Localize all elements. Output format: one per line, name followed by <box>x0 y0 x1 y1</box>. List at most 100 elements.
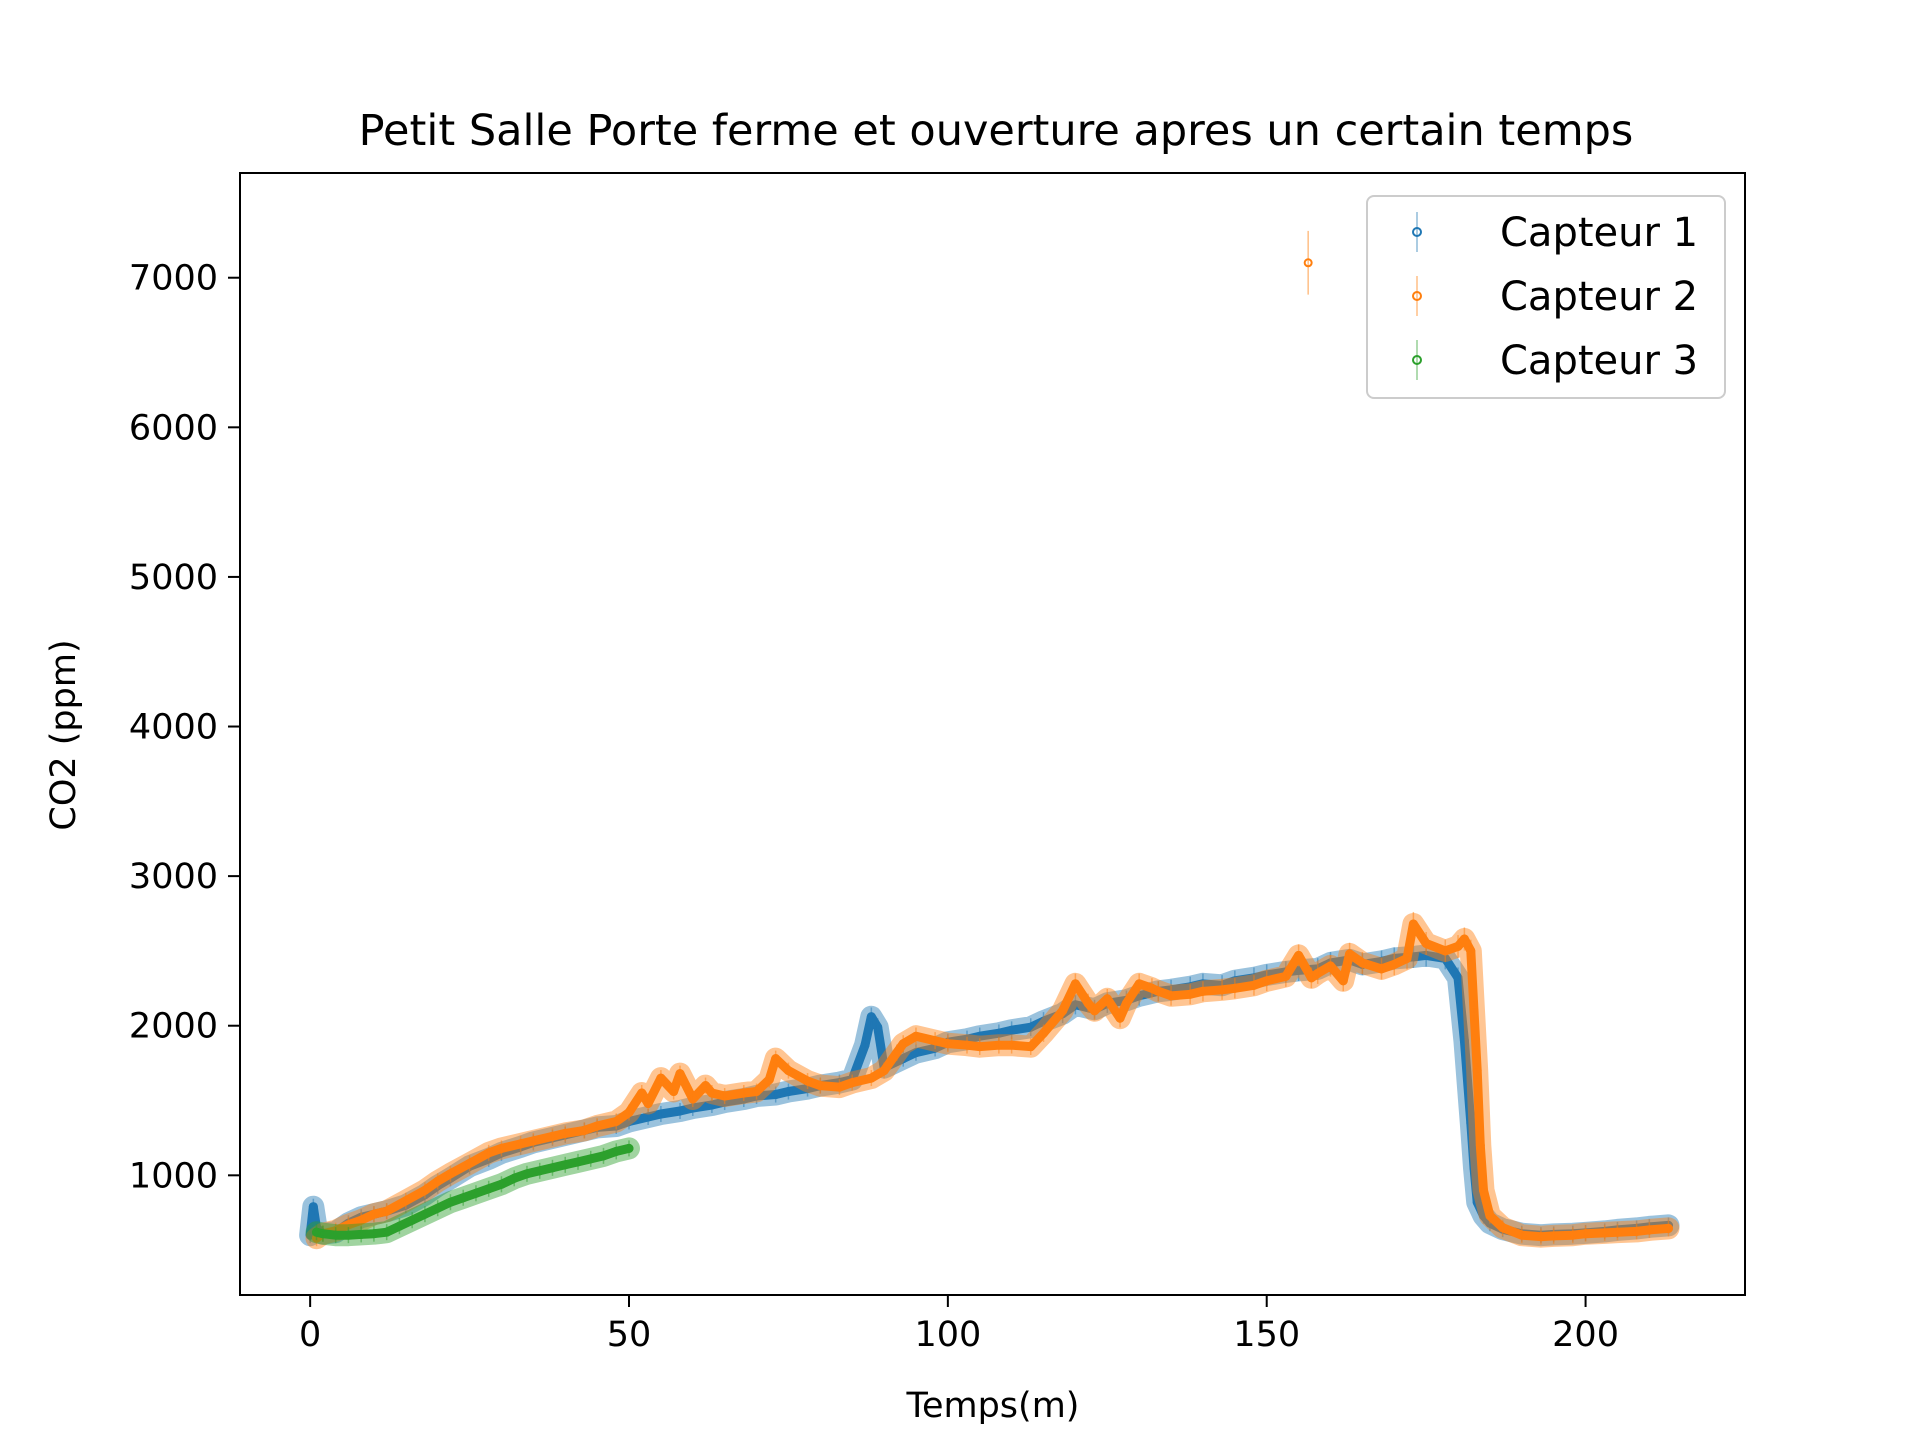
data-point <box>1421 938 1431 948</box>
data-point <box>656 1109 666 1119</box>
data-point <box>407 1215 417 1225</box>
series-2 <box>305 230 1680 1250</box>
data-point <box>433 1176 443 1186</box>
data-point <box>1549 1231 1559 1241</box>
data-point <box>343 1230 353 1240</box>
data-point <box>535 1166 545 1176</box>
data-point <box>656 1073 666 1083</box>
data-point <box>1102 994 1112 1004</box>
x-tick-label: 100 <box>914 1315 981 1355</box>
data-point <box>675 1106 685 1116</box>
data-point <box>445 1197 455 1207</box>
data-point <box>911 1031 921 1041</box>
data-point <box>1472 1197 1482 1207</box>
data-point <box>1058 1006 1068 1016</box>
data-point <box>1070 1000 1080 1010</box>
data-point <box>975 1042 985 1052</box>
data-point <box>720 1091 730 1101</box>
data-point <box>1281 971 1291 981</box>
data-point <box>803 1076 813 1086</box>
data-point <box>598 1151 608 1161</box>
data-point <box>1466 1118 1476 1128</box>
data-point <box>1070 979 1080 989</box>
y-tick-label: 3000 <box>129 857 218 897</box>
data-point <box>624 1107 634 1117</box>
data-point <box>879 1066 889 1076</box>
data-point <box>547 1163 557 1173</box>
data-point <box>308 1202 318 1212</box>
data-point <box>1198 986 1208 996</box>
y-tick-label: 1000 <box>129 1156 218 1196</box>
data-point <box>1026 1042 1036 1052</box>
x-tick-label: 0 <box>299 1315 321 1355</box>
data-point <box>394 1221 404 1231</box>
data-point <box>1262 976 1272 986</box>
data-point <box>643 1099 653 1109</box>
legend-box <box>1366 195 1726 399</box>
y-tick-label: 2000 <box>129 1007 218 1047</box>
data-point <box>433 1203 443 1213</box>
y-axis-ticks: 1000 2000 3000 4000 5000 6000 7000 <box>129 259 240 1196</box>
data-point <box>764 1075 774 1085</box>
data-point <box>962 1040 972 1050</box>
data-point <box>1230 983 1240 993</box>
data-point <box>1090 1006 1100 1016</box>
data-point <box>1632 1226 1642 1236</box>
data-point <box>318 1229 328 1239</box>
data-point <box>1007 1040 1017 1050</box>
data-point <box>1134 979 1144 989</box>
data-point <box>586 1154 596 1164</box>
data-point <box>356 1215 366 1225</box>
data-point <box>866 1012 876 1022</box>
plot-frame <box>239 172 1746 1296</box>
legend: Capteur 1 Capteur 2 Capteur 3 <box>1366 195 1726 399</box>
data-point <box>898 1039 908 1049</box>
data-point <box>1485 1211 1495 1221</box>
data-point <box>1313 968 1323 978</box>
data-point <box>771 1054 781 1064</box>
y-tick-label: 7000 <box>129 259 218 299</box>
data-point <box>1026 1022 1036 1032</box>
data-point <box>484 1184 494 1194</box>
data-point <box>458 1193 468 1203</box>
data-point <box>1338 976 1348 986</box>
data-point <box>1185 989 1195 999</box>
data-point <box>994 1040 1004 1050</box>
data-point <box>1121 998 1131 1008</box>
data-point <box>528 1136 538 1146</box>
data-point <box>1217 985 1227 995</box>
x-axis-label: Temps(m) <box>906 1386 1080 1426</box>
data-point <box>860 1040 870 1050</box>
data-point <box>1408 919 1418 929</box>
data-point <box>1459 1036 1469 1046</box>
series-layer <box>299 230 1680 1250</box>
data-point <box>1402 953 1412 963</box>
data-point <box>611 1146 621 1156</box>
legend-marker <box>1412 355 1422 365</box>
data-point <box>369 1229 379 1239</box>
data-point <box>1294 950 1304 960</box>
data-point <box>592 1121 602 1131</box>
data-point <box>739 1088 749 1098</box>
data-point <box>930 1036 940 1046</box>
data-point <box>1453 973 1463 983</box>
y-tick-label: 4000 <box>129 708 218 748</box>
data-point <box>771 1090 781 1100</box>
data-point <box>1306 973 1316 983</box>
data-point <box>1166 991 1176 1001</box>
data-point <box>1612 1227 1622 1237</box>
data-point <box>834 1082 844 1092</box>
data-point <box>382 1227 392 1237</box>
data-point <box>637 1088 647 1098</box>
data-point <box>331 1230 341 1240</box>
series-line <box>312 1143 634 1240</box>
data-point <box>496 1179 506 1189</box>
x-tick-label: 150 <box>1233 1315 1300 1355</box>
data-point <box>1357 958 1367 968</box>
data-point <box>1472 1066 1482 1076</box>
data-point <box>1459 934 1469 944</box>
data-point <box>1039 1028 1049 1038</box>
data-point <box>1345 949 1355 959</box>
x-axis-ticks: 0 50 100 150 200 <box>299 1295 1619 1355</box>
